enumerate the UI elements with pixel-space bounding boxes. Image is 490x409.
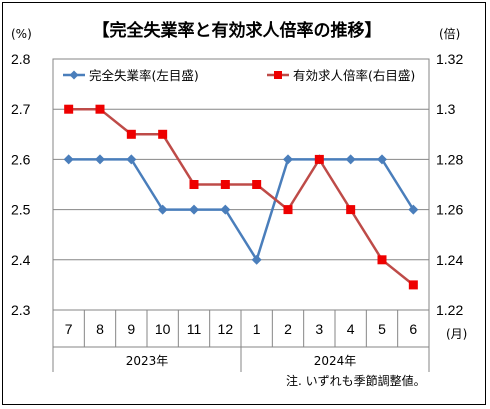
legend-marker: [69, 70, 79, 80]
x-tick-label: 3: [315, 321, 323, 337]
data-point: [345, 154, 356, 165]
data-point: [126, 129, 136, 139]
chart-svg: 【完全失業率と有効求人倍率の推移】 (%) (倍) (月) 注. いずれも季節調…: [11, 20, 467, 388]
chart-frame: 【完全失業率と有効求人倍率の推移】 (%) (倍) (月) 注. いずれも季節調…: [2, 2, 486, 405]
data-point: [158, 129, 168, 139]
x-tick-label: 8: [96, 321, 104, 337]
right-tick-label: 1.24: [436, 252, 463, 268]
right-tick-label: 1.3: [436, 101, 456, 117]
x-tick-label: 4: [347, 321, 355, 337]
left-axis-unit: (%): [11, 27, 32, 41]
x-tick-label: 12: [218, 321, 234, 337]
data-point: [283, 205, 293, 215]
left-tick-label: 2.8: [11, 51, 31, 67]
left-tick-label: 2.4: [11, 252, 31, 268]
data-point: [377, 255, 387, 265]
data-point: [408, 280, 418, 290]
x-tick-label: 10: [155, 321, 171, 337]
axes: [52, 58, 430, 372]
data-point: [95, 104, 105, 114]
legend: 完全失業率(左目盛) 有効求人倍率(右目盛): [63, 68, 415, 83]
right-axis-unit: (倍): [439, 26, 460, 41]
left-tick-label: 2.7: [11, 101, 31, 117]
year-group-label: 2024年: [314, 354, 357, 368]
x-tick-label: 5: [378, 321, 386, 337]
legend-label: 有効求人倍率(右目盛): [293, 68, 415, 83]
year-group-label: 2023年: [126, 354, 169, 368]
tick-labels: 2.8 1.32 2.7 1.3 2.6 1.28 2.5 1.26 2.4 1.24 2.3 1.2…: [11, 51, 463, 368]
footnote: 注. いずれも季節調整値。: [286, 373, 426, 388]
series-line: [68, 158, 415, 262]
data-point: [95, 154, 105, 165]
data-point: [252, 180, 262, 189]
data-point: [220, 180, 230, 189]
data-point: [220, 204, 231, 215]
x-tick-label: 2: [284, 321, 292, 337]
data-point: [157, 204, 168, 215]
right-tick-label: 1.22: [436, 302, 463, 318]
series-line: [68, 107, 415, 286]
right-tick-label: 1.26: [436, 202, 463, 218]
x-tick-label: 1: [253, 321, 261, 337]
left-tick-label: 2.3: [11, 302, 31, 318]
chart-title: 【完全失業率と有効求人倍率の推移】: [93, 20, 382, 41]
series-group: [63, 104, 419, 290]
right-tick-label: 1.28: [436, 151, 463, 167]
legend-label: 完全失業率(左目盛): [89, 68, 199, 83]
data-point: [408, 204, 419, 215]
data-point: [189, 180, 199, 189]
left-tick-label: 2.5: [11, 202, 31, 218]
data-point: [283, 154, 293, 165]
legend-marker: [274, 71, 282, 79]
data-point: [64, 104, 74, 114]
left-tick-label: 2.6: [11, 151, 31, 167]
x-tick-label: 6: [409, 321, 417, 337]
right-tick-label: 1.32: [436, 51, 463, 67]
data-point: [377, 154, 387, 165]
data-point: [346, 205, 356, 215]
data-point: [189, 204, 199, 215]
x-axis-unit: (月): [446, 327, 467, 341]
x-tick-label: 7: [65, 321, 73, 337]
x-tick-label: 11: [187, 321, 202, 337]
data-point: [314, 154, 324, 164]
x-tick-label: 9: [127, 321, 135, 337]
data-point: [63, 154, 74, 165]
